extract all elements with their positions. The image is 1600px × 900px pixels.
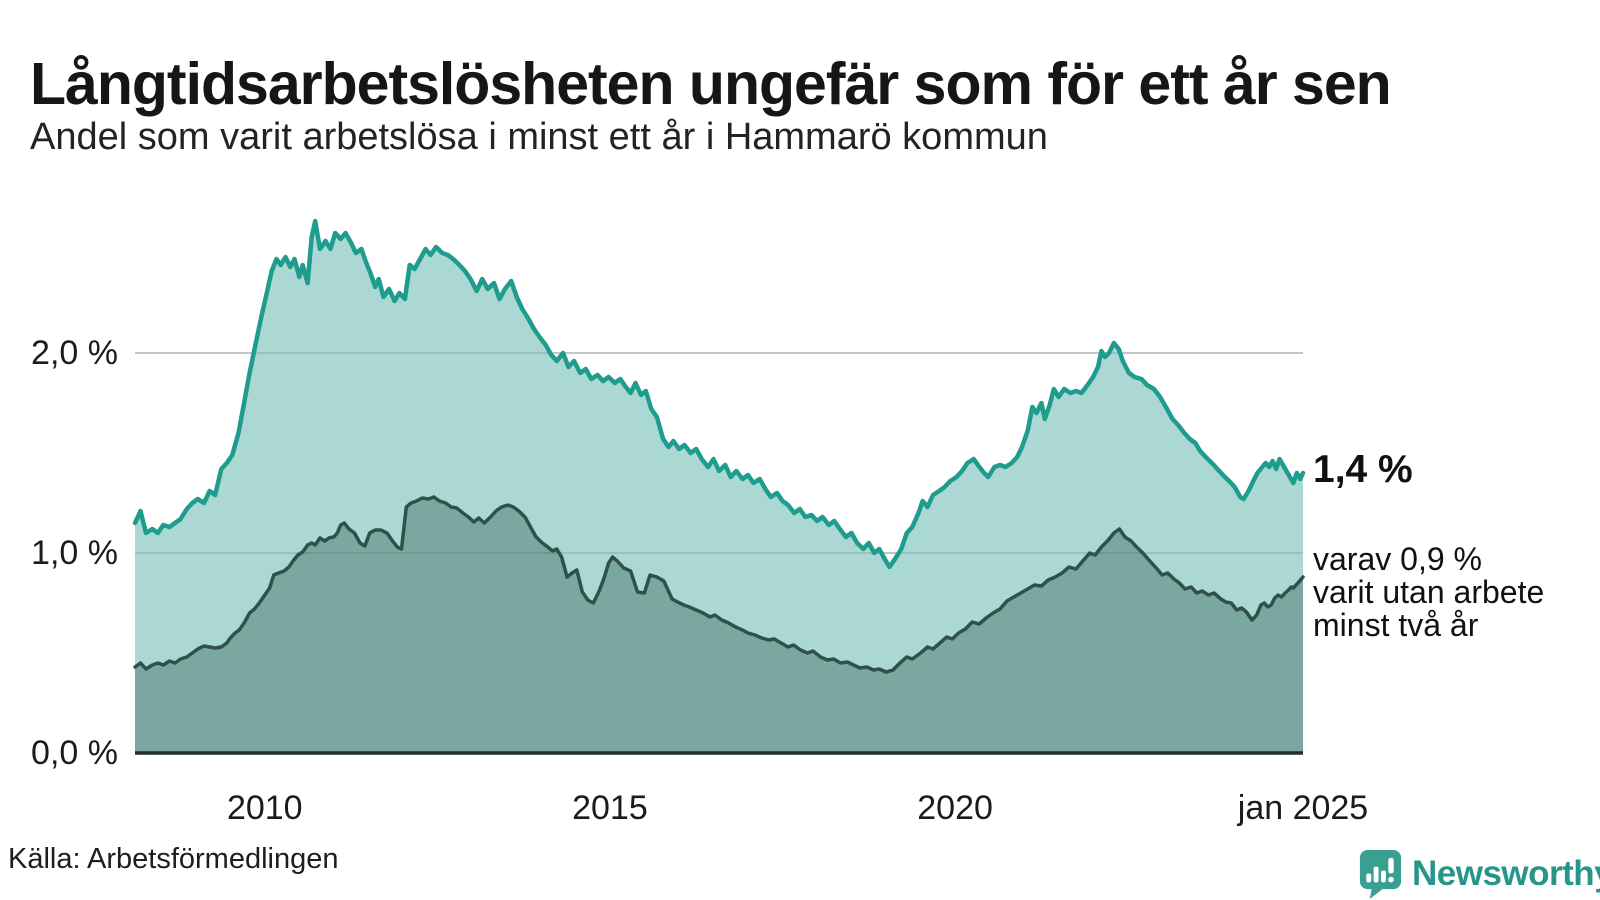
x-tick-label: 2010 bbox=[226, 789, 303, 827]
speech-bubble-bar-chart-icon bbox=[1359, 850, 1402, 899]
page-title: Långtidsarbetslösheten ungefär som för e… bbox=[30, 50, 1392, 117]
series-area-2 bbox=[135, 497, 1303, 753]
secondary-value-annotation: varav 0,9 % varit utan arbete minst två … bbox=[1313, 543, 1544, 642]
newsworthy-wordmark: Newsworthy bbox=[1412, 853, 1600, 893]
source-note: Källa: Arbetsförmedlingen bbox=[8, 843, 339, 875]
y-tick-label: 2,0 % bbox=[31, 334, 118, 372]
x-tick-label: 2020 bbox=[917, 789, 993, 827]
series-line-1 bbox=[132, 218, 1306, 570]
chart-subtitle: Andel som varit arbetslösa i minst ett å… bbox=[30, 116, 1048, 158]
x-tick-label: 2015 bbox=[572, 789, 648, 827]
latest-value-label: 1,4 % bbox=[1313, 448, 1413, 491]
y-tick-label: 0,0 % bbox=[31, 734, 118, 772]
annotation-line: varit utan arbete bbox=[1313, 574, 1545, 610]
annotation-line: minst två år bbox=[1313, 607, 1479, 643]
newsworthy-logo[interactable]: Newsworthy bbox=[1356, 848, 1600, 899]
series-line-2 bbox=[133, 495, 1305, 674]
x-tick-label: jan 2025 bbox=[1237, 789, 1369, 827]
y-tick-label: 1,0 % bbox=[31, 534, 118, 572]
annotation-line: varav 0,9 % bbox=[1313, 541, 1482, 577]
